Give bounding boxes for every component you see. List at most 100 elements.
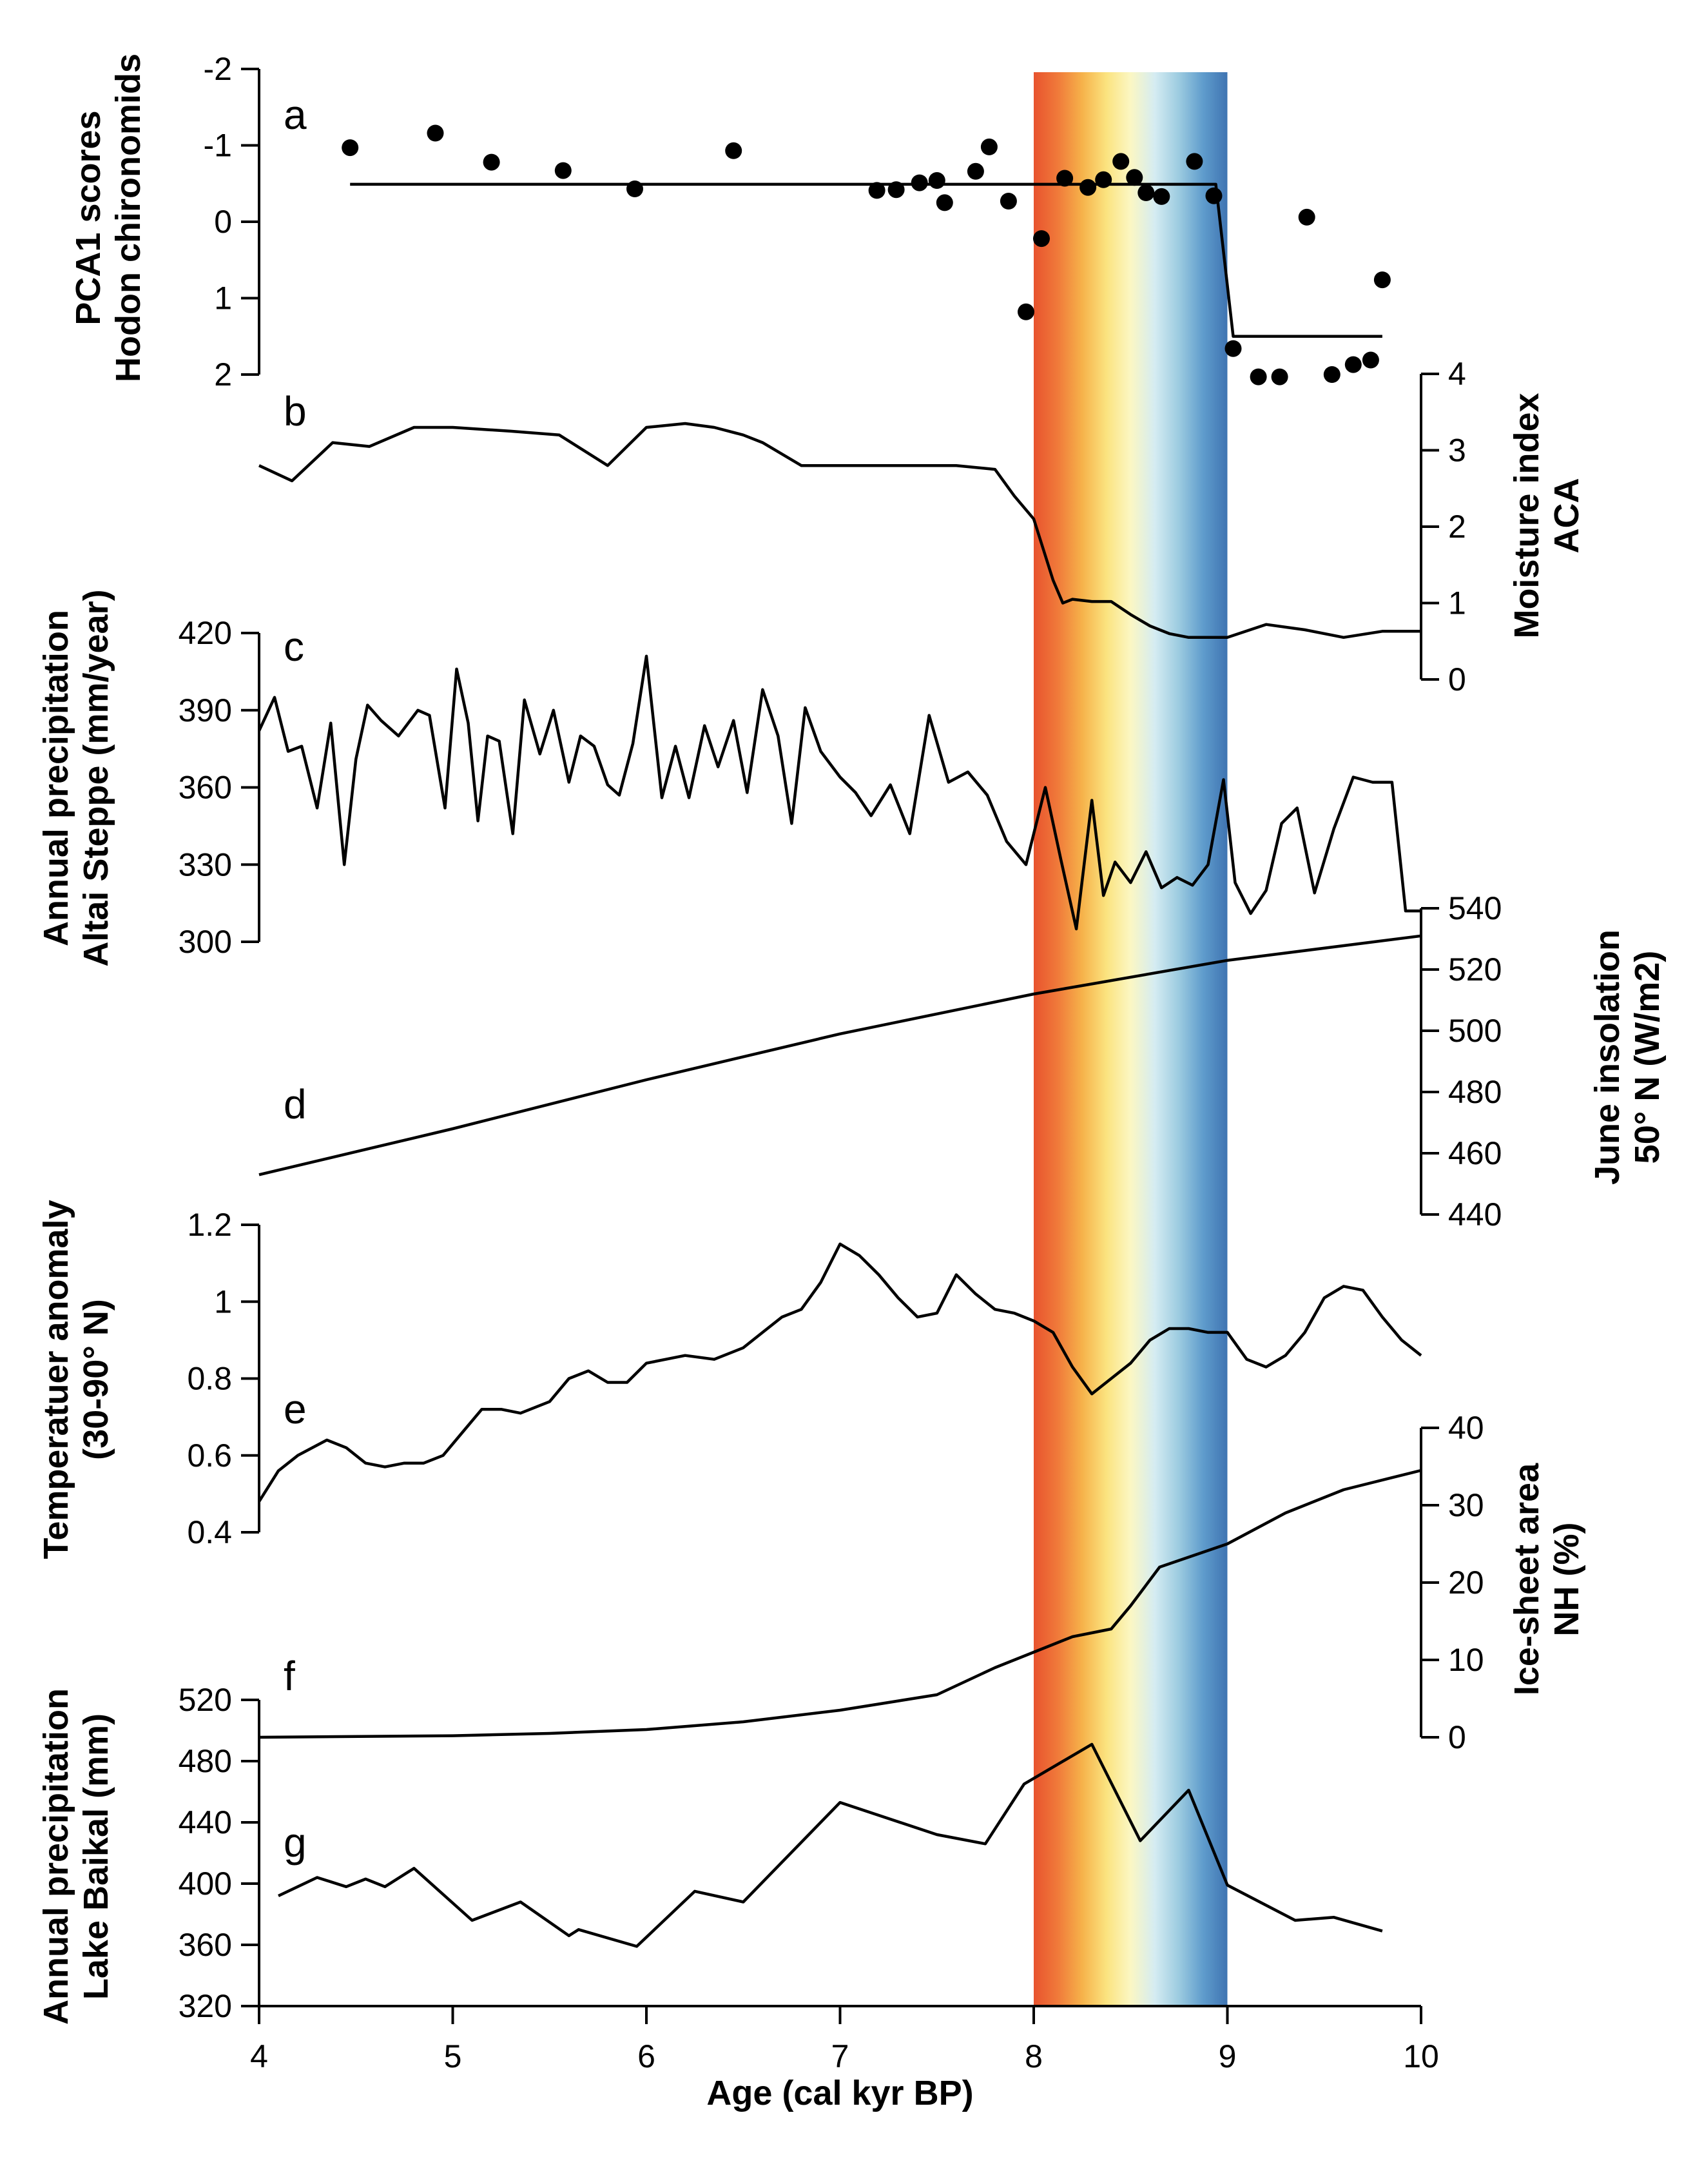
- data-point: [911, 174, 928, 191]
- y-axis-title-line: June insolation: [1588, 930, 1627, 1185]
- y-axis-title-f: Ice-sheet area NH (%): [1507, 1463, 1586, 1695]
- data-point: [427, 124, 444, 142]
- panel-label-g: g: [284, 1819, 307, 1866]
- data-point: [1079, 179, 1097, 196]
- data-point: [725, 142, 742, 159]
- panel-label-d: d: [284, 1081, 307, 1127]
- panel-label-c: c: [284, 623, 304, 670]
- y-tick-label-f: 0: [1448, 1719, 1466, 1755]
- series-line-c: [257, 654, 1421, 931]
- data-point: [554, 162, 572, 179]
- y-tick-label-b: 4: [1448, 356, 1466, 392]
- data-point: [1250, 368, 1267, 385]
- y-tick-label-f: 20: [1448, 1565, 1484, 1601]
- data-point: [1271, 368, 1288, 385]
- y-axis-title-line: Hodon chironomids: [109, 54, 148, 382]
- data-point: [1205, 187, 1223, 204]
- y-tick-label-d: 540: [1448, 890, 1502, 926]
- data-point: [1373, 271, 1391, 289]
- data-point: [1298, 208, 1315, 226]
- panel-label-f: f: [284, 1653, 295, 1699]
- y-axis-title-line: Annual precipitation: [37, 1688, 75, 2025]
- data-point: [626, 180, 643, 197]
- y-axis-title-line: ACA: [1547, 478, 1586, 554]
- y-tick-label-a: -2: [204, 51, 232, 87]
- x-tick-label: 4: [250, 2038, 268, 2074]
- series-layer: [257, 124, 1422, 1948]
- y-tick-label-b: 2: [1448, 509, 1466, 545]
- y-tick-label-c: 360: [179, 770, 232, 806]
- data-point: [1224, 340, 1242, 357]
- data-point: [1033, 230, 1050, 248]
- y-axis-title-line: Temperatuer anomaly: [37, 1200, 75, 1559]
- data-point: [1137, 184, 1155, 201]
- y-tick-label-e: 0.4: [187, 1514, 232, 1550]
- data-point: [1126, 169, 1143, 186]
- y-tick-label-c: 390: [179, 692, 232, 728]
- y-tick-label-c: 330: [179, 846, 232, 882]
- y-axis-title-line: Lake Baikal (mm): [77, 1713, 115, 2000]
- y-axis-title-e: Temperatuer anomaly (30-90° N): [37, 1200, 115, 1559]
- y-tick-label-b: 1: [1448, 585, 1466, 621]
- y-tick-label-g: 440: [179, 1804, 232, 1840]
- y-tick-label-g: 320: [179, 1988, 232, 2024]
- axes-layer: [241, 68, 1439, 2024]
- data-point: [1095, 171, 1112, 188]
- data-point: [1000, 193, 1017, 210]
- y-tick-label-g: 360: [179, 1927, 232, 1963]
- y-tick-label-a: 1: [214, 280, 232, 317]
- y-tick-label-e: 0.8: [187, 1361, 232, 1397]
- y-axis-title-line: (30-90° N): [77, 1299, 115, 1460]
- y-axis-title-line: Ice-sheet area: [1507, 1463, 1546, 1695]
- series-line-d: [258, 934, 1422, 1176]
- data-point: [1186, 153, 1203, 170]
- y-tick-label-g: 520: [179, 1682, 232, 1718]
- x-tick-label: 8: [1025, 2038, 1043, 2074]
- x-axis-title: Age (cal kyr BP): [706, 2074, 973, 2112]
- y-tick-label-e: 0.6: [187, 1438, 232, 1474]
- data-point: [980, 138, 998, 155]
- data-point: [483, 153, 500, 171]
- panel-label-e: e: [284, 1386, 307, 1432]
- y-axis-title-b: Moisture index ACA: [1507, 393, 1586, 638]
- data-point: [868, 182, 886, 199]
- x-tick-label: 9: [1219, 2038, 1237, 2074]
- data-point: [1323, 366, 1340, 383]
- y-axis-title-c: Annual precipitation Altai Steppe (mm/yea…: [37, 589, 115, 966]
- data-point: [1056, 170, 1074, 187]
- y-axis-title-line: Altai Steppe (mm/year): [77, 589, 115, 966]
- y-tick-label-f: 30: [1448, 1487, 1484, 1523]
- y-tick-label-c: 420: [179, 615, 232, 651]
- data-point: [967, 162, 984, 180]
- y-tick-label-f: 10: [1448, 1642, 1484, 1678]
- y-tick-label-a: -1: [204, 128, 232, 164]
- y-axis-title-line: Moisture index: [1507, 393, 1546, 638]
- y-axis-title-line: NH (%): [1547, 1523, 1586, 1637]
- x-tick-label: 6: [637, 2038, 655, 2074]
- y-tick-label-f: 40: [1448, 1410, 1484, 1446]
- y-axis-title-line: 50° N (W/m2): [1628, 951, 1667, 1164]
- y-axis-title-d: June insolation 50° N (W/m2): [1588, 930, 1667, 1185]
- highlight-band-8-9-kyr: [1034, 72, 1228, 2006]
- x-tick-label: 7: [831, 2038, 849, 2074]
- y-axis-title-g: Annual precipitation Lake Baikal (mm): [37, 1688, 115, 2025]
- x-tick-label: 10: [1403, 2038, 1439, 2074]
- data-point: [1344, 356, 1362, 373]
- panel-label-b: b: [284, 388, 307, 434]
- series-line-g: [278, 1742, 1383, 1948]
- y-tick-label-a: 2: [214, 356, 232, 393]
- y-tick-label-d: 480: [1448, 1074, 1502, 1110]
- y-tick-label-d: 500: [1448, 1013, 1502, 1049]
- data-point: [1153, 188, 1170, 205]
- y-tick-label-a: 0: [214, 204, 232, 240]
- x-tick-label: 5: [444, 2038, 462, 2074]
- y-tick-label-e: 1.2: [187, 1207, 232, 1243]
- series-line-b: [258, 422, 1421, 639]
- series-line-e: [258, 1242, 1422, 1503]
- y-tick-label-d: 460: [1448, 1135, 1502, 1171]
- mean-step-line-a: [350, 182, 1382, 338]
- panel-label-a: a: [284, 92, 307, 138]
- y-tick-label-c: 300: [179, 924, 232, 960]
